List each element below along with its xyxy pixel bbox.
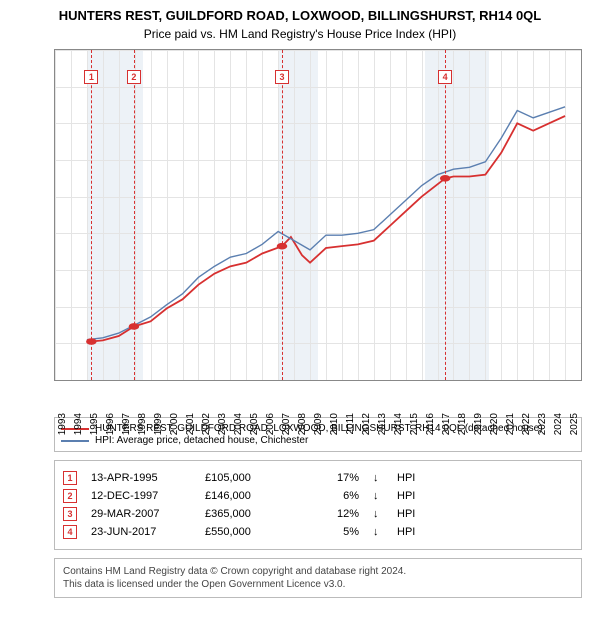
transaction-number-box: 4 — [63, 525, 77, 539]
transaction-row: 2 12-DEC-1997 £146,000 6% ↓ HPI — [63, 489, 573, 503]
transaction-ref: HPI — [397, 508, 415, 520]
transaction-pct: 17% — [309, 472, 359, 484]
legend-label: HPI: Average price, detached house, Chic… — [95, 435, 308, 446]
transaction-marker-box: 2 — [127, 70, 141, 84]
down-arrow-icon: ↓ — [373, 508, 383, 520]
price-chart: £0£100K£200K£300K£400K£500K£600K£700K£80… — [54, 49, 582, 409]
transaction-pct: 5% — [309, 526, 359, 538]
transaction-number-box: 3 — [63, 507, 77, 521]
footnote-line: Contains HM Land Registry data © Crown c… — [63, 565, 573, 578]
transaction-pct: 6% — [309, 490, 359, 502]
transaction-number-box: 1 — [63, 471, 77, 485]
transaction-date: 12-DEC-1997 — [91, 490, 191, 502]
transaction-ref: HPI — [397, 490, 415, 502]
legend-item: HPI: Average price, detached house, Chic… — [61, 435, 575, 446]
transaction-marker-line — [91, 50, 92, 380]
series-hpi — [87, 107, 565, 340]
transaction-date: 29-MAR-2007 — [91, 508, 191, 520]
transaction-row: 1 13-APR-1995 £105,000 17% ↓ HPI — [63, 471, 573, 485]
transaction-ref: HPI — [397, 526, 415, 538]
down-arrow-icon: ↓ — [373, 472, 383, 484]
transaction-marker-box: 4 — [438, 70, 452, 84]
transaction-marker-line — [282, 50, 283, 380]
transaction-row: 4 23-JUN-2017 £550,000 5% ↓ HPI — [63, 525, 573, 539]
license-footnote: Contains HM Land Registry data © Crown c… — [54, 558, 582, 598]
page-title: HUNTERS REST, GUILDFORD ROAD, LOXWOOD, B… — [10, 8, 590, 23]
transaction-row: 3 29-MAR-2007 £365,000 12% ↓ HPI — [63, 507, 573, 521]
transaction-price: £365,000 — [205, 508, 295, 520]
transaction-marker-line — [445, 50, 446, 380]
transaction-pct: 12% — [309, 508, 359, 520]
transaction-ref: HPI — [397, 472, 415, 484]
transaction-marker-box: 3 — [275, 70, 289, 84]
transactions-table: 1 13-APR-1995 £105,000 17% ↓ HPI 2 12-DEC-1997 £… — [54, 460, 582, 550]
transaction-price: £105,000 — [205, 472, 295, 484]
legend-swatch — [61, 440, 89, 442]
down-arrow-icon: ↓ — [373, 490, 383, 502]
transaction-marker-line — [134, 50, 135, 380]
transaction-date: 23-JUN-2017 — [91, 526, 191, 538]
transaction-date: 13-APR-1995 — [91, 472, 191, 484]
transaction-marker-box: 1 — [84, 70, 98, 84]
transaction-price: £146,000 — [205, 490, 295, 502]
page-subtitle: Price paid vs. HM Land Registry's House … — [10, 27, 590, 41]
y-gridline — [55, 380, 581, 381]
footnote-line: This data is licensed under the Open Gov… — [63, 578, 573, 591]
transaction-number-box: 2 — [63, 489, 77, 503]
down-arrow-icon: ↓ — [373, 526, 383, 538]
transaction-price: £550,000 — [205, 526, 295, 538]
